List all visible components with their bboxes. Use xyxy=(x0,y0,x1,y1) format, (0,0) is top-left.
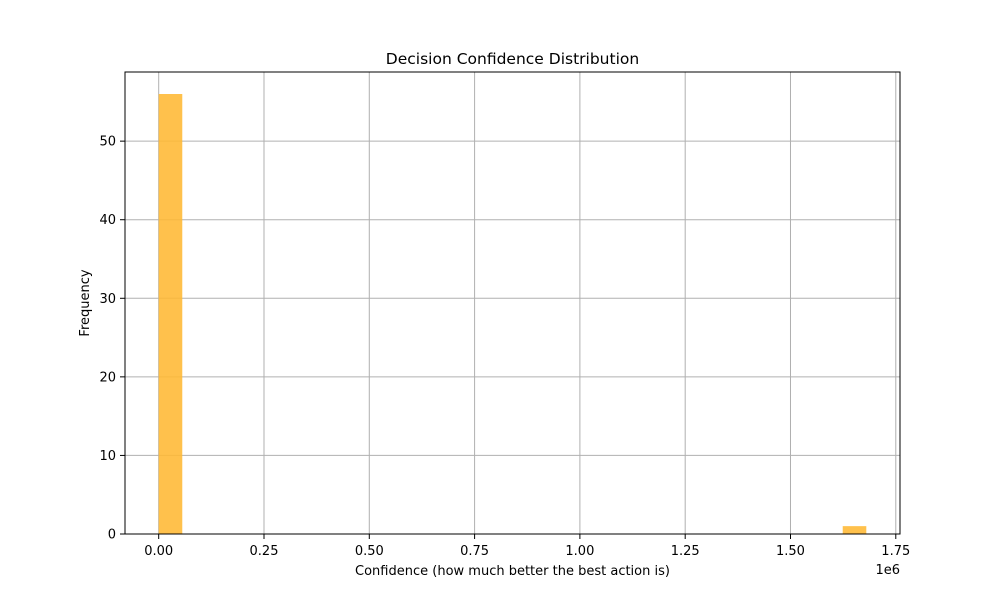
chart-title: Decision Confidence Distribution xyxy=(386,50,639,68)
y-axis-label: Frequency xyxy=(78,269,93,336)
x-tick-label: 0.00 xyxy=(144,544,173,559)
x-axis-label: Confidence (how much better the best act… xyxy=(355,564,670,579)
bar-layer xyxy=(158,94,867,534)
y-tick-label: 50 xyxy=(99,135,116,150)
y-tick-label: 20 xyxy=(99,370,116,385)
plot-frame xyxy=(124,71,901,535)
y-tick-label: 30 xyxy=(99,292,116,307)
y-tick-label: 0 xyxy=(108,528,116,543)
y-tick-label: 40 xyxy=(99,213,116,228)
x-tick-label: 1.75 xyxy=(881,544,910,559)
histogram-bar xyxy=(158,94,183,534)
x-tick-label: 0.75 xyxy=(460,544,489,559)
x-tick-label: 1.50 xyxy=(776,544,805,559)
x-tick-label: 0.25 xyxy=(250,544,279,559)
x-tick-label: 1.25 xyxy=(671,544,700,559)
x-tick-label: 0.50 xyxy=(355,544,384,559)
y-tick-label: 10 xyxy=(99,449,116,464)
grid-layer xyxy=(125,72,900,535)
x-tick-label: 1.00 xyxy=(565,544,594,559)
x-axis-offset-label: 1e6 xyxy=(875,563,900,578)
histogram-bar xyxy=(842,526,867,534)
tick-layer: 0.00 0.25 0.50 0.75 1.00 1.25 1.50 1.75 0 10 20 30 4… xyxy=(99,135,910,559)
